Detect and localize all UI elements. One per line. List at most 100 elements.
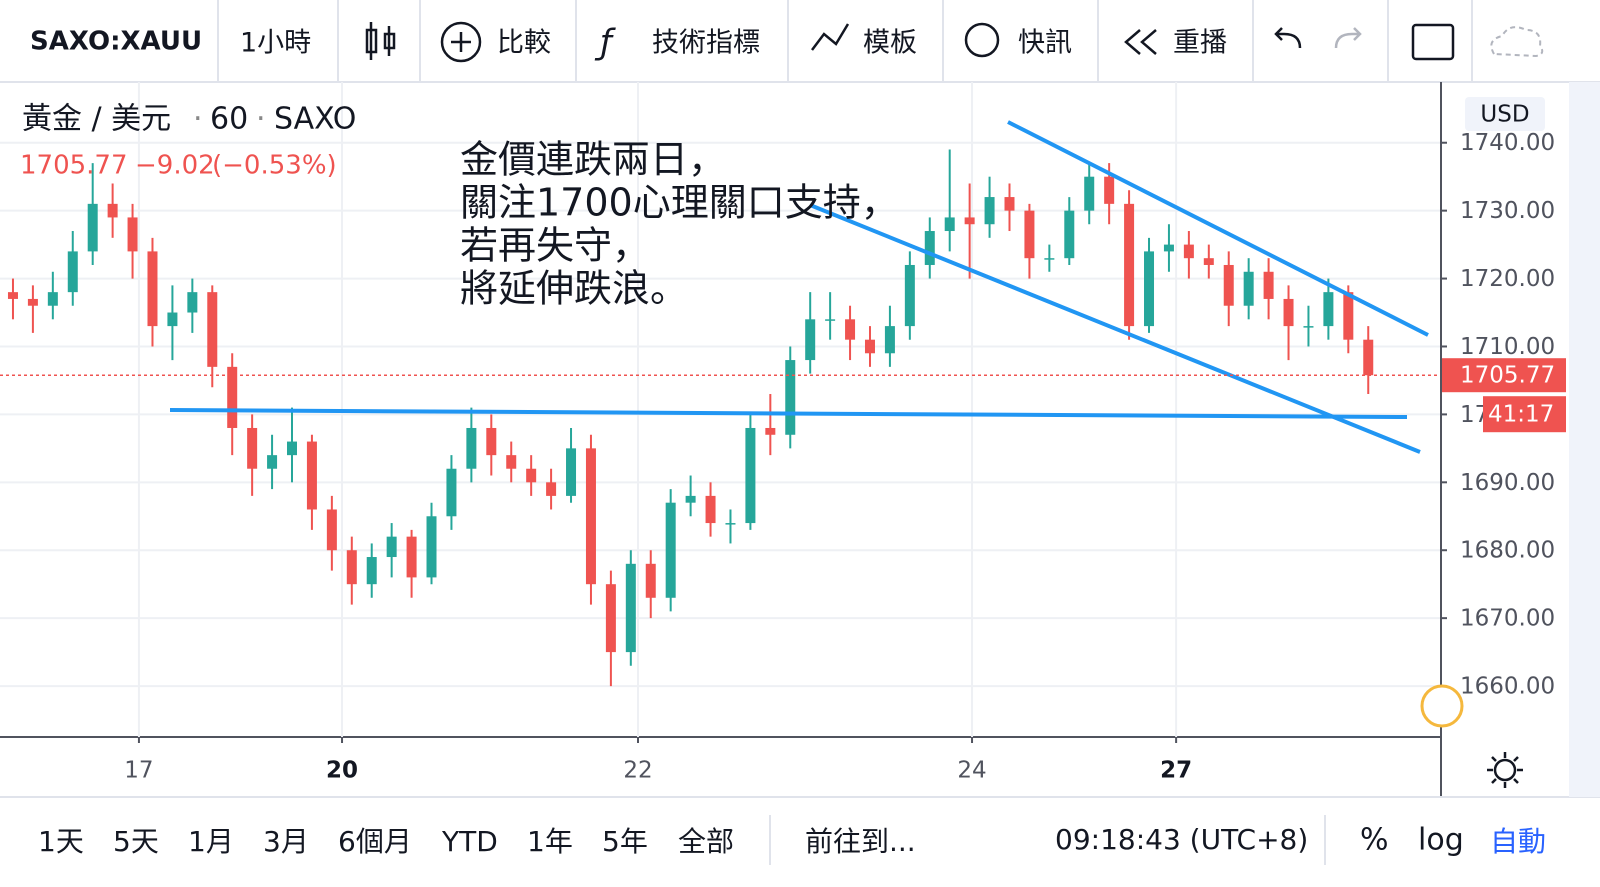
range-button[interactable]: 3月 xyxy=(263,825,309,858)
settings-icon[interactable] xyxy=(1487,752,1523,788)
range-button[interactable]: 1年 xyxy=(527,825,573,858)
alerts[interactable]: 快訊 xyxy=(1018,28,1072,59)
annotation-line: 將延伸跌浪。 xyxy=(460,267,688,311)
range-button[interactable]: 1天 xyxy=(38,825,84,858)
percent-toggle[interactable]: % xyxy=(1360,823,1389,858)
candle-body xyxy=(167,312,178,327)
candle-body xyxy=(645,563,656,598)
y-tick-label: 1670.00 xyxy=(1460,606,1555,632)
candle-body xyxy=(247,427,258,469)
x-tick-label: 20 xyxy=(326,758,358,784)
annotation: 金價連跌兩日，關注1700心理關口支持，若再失守，將延伸跌浪。 xyxy=(460,138,899,311)
log-toggle[interactable]: log xyxy=(1418,823,1464,858)
replay-icon[interactable] xyxy=(1124,29,1157,55)
candle-body xyxy=(1124,203,1135,327)
legend-interval: 60 xyxy=(210,102,248,137)
candle-body xyxy=(745,427,756,524)
candle-body xyxy=(1363,339,1374,376)
candle-body xyxy=(964,217,975,225)
auto-toggle[interactable]: 自動 xyxy=(1490,825,1546,858)
last-price-label: 1705.77 xyxy=(1460,363,1555,389)
candle-body xyxy=(1303,326,1314,328)
templates[interactable]: 模板 xyxy=(863,28,917,59)
undo-icon[interactable] xyxy=(1274,27,1302,49)
candle-body xyxy=(825,319,836,321)
candle-body xyxy=(47,292,58,306)
candle-body xyxy=(546,482,557,496)
trend-lines xyxy=(169,120,1429,454)
candles xyxy=(7,149,1374,687)
candle-body xyxy=(306,441,317,510)
candle-body xyxy=(1203,258,1214,265)
candle-body xyxy=(605,584,616,653)
y-tick-label: 1720.00 xyxy=(1460,266,1555,292)
compare-icon[interactable] xyxy=(440,21,482,63)
symbol[interactable]: SAXO:XAUU xyxy=(30,27,202,57)
last-price-box xyxy=(1442,358,1566,393)
candle-body xyxy=(924,231,935,265)
legend-dot: · xyxy=(193,102,203,137)
annotation-line: 若再失守， xyxy=(460,224,650,268)
range-button[interactable]: 5天 xyxy=(113,825,159,858)
candle-body xyxy=(765,427,776,435)
range-button[interactable]: 6個月 xyxy=(338,825,412,858)
candle-body xyxy=(27,298,38,306)
candle-body xyxy=(1323,292,1334,327)
candle-body xyxy=(1263,271,1274,299)
y-tick-label: 1710.00 xyxy=(1460,334,1555,360)
x-tick-label: 22 xyxy=(623,758,652,784)
range-button[interactable]: 全部 xyxy=(678,825,734,858)
candle-body xyxy=(1183,244,1194,259)
candle-body xyxy=(506,455,517,469)
range-button[interactable]: 1月 xyxy=(188,825,234,858)
range-button[interactable]: YTD xyxy=(441,825,498,858)
redo-icon[interactable] xyxy=(1334,27,1362,49)
candle-body xyxy=(87,203,98,252)
replay[interactable]: 重播 xyxy=(1173,28,1227,59)
candle-body xyxy=(386,536,397,558)
cloud-icon[interactable] xyxy=(1490,26,1544,58)
candle-body xyxy=(426,516,437,578)
y-tick-label: 1660.00 xyxy=(1460,674,1555,700)
legend-change: −9.02 xyxy=(135,151,215,181)
candle-body xyxy=(884,326,895,354)
candle-body xyxy=(1024,210,1035,259)
clock: 09:18:43 (UTC+8) xyxy=(1055,823,1308,856)
chart-type-icon[interactable] xyxy=(365,22,396,60)
candle-body xyxy=(67,251,78,293)
side-strip xyxy=(1569,82,1600,797)
countdown: 41:17 xyxy=(1488,402,1554,428)
annotation-line: 金價連跌兩日， xyxy=(460,138,726,182)
x-tick-label: 24 xyxy=(957,758,986,784)
legend-dot: · xyxy=(256,102,266,137)
candle-body xyxy=(406,536,417,578)
candle-body xyxy=(486,427,497,456)
candle-body xyxy=(466,427,477,469)
template-icon[interactable] xyxy=(811,23,850,51)
indicator-icon[interactable]: ƒ xyxy=(594,23,616,63)
candle-body xyxy=(566,448,577,496)
legend-source: SAXO xyxy=(274,102,356,137)
event-icon[interactable] xyxy=(1420,684,1464,728)
indicators[interactable]: 技術指標 xyxy=(652,28,760,59)
countdown-box xyxy=(1483,396,1566,433)
compare[interactable]: 比較 xyxy=(497,28,551,59)
currency: USD xyxy=(1480,102,1529,128)
interval[interactable]: 1小時 xyxy=(240,28,311,59)
y-tick-label: 1680.00 xyxy=(1460,538,1555,564)
candle-body xyxy=(845,319,856,340)
range-button[interactable]: 5年 xyxy=(602,825,648,858)
goto[interactable]: 前往到... xyxy=(805,825,916,858)
candle-body xyxy=(625,563,636,653)
candle-body xyxy=(7,292,18,299)
candle-body xyxy=(1243,271,1254,306)
alert-icon[interactable] xyxy=(964,22,1000,58)
layout-icon[interactable] xyxy=(1411,23,1455,61)
y-tick-label: 1740.00 xyxy=(1460,130,1555,156)
y-tick-label: 1730.00 xyxy=(1460,198,1555,224)
candle-body xyxy=(227,366,238,428)
candle-body xyxy=(526,468,537,483)
candle-body xyxy=(705,495,716,524)
